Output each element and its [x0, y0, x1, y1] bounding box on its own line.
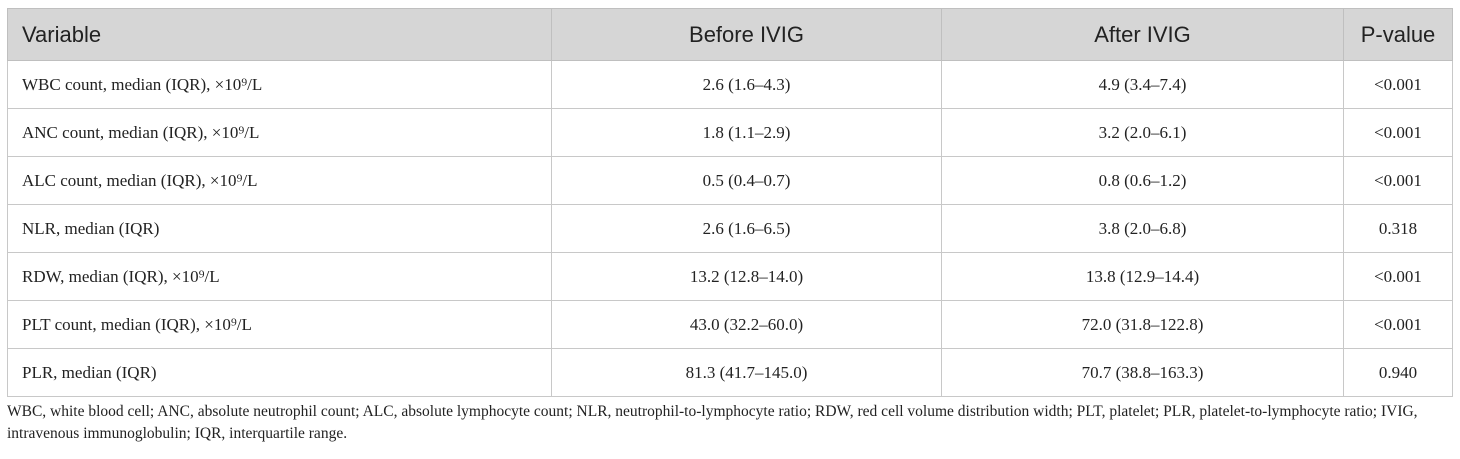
table-cell: NLR, median (IQR)	[7, 204, 552, 253]
table-cell: 13.2 (12.8–14.0)	[551, 252, 942, 301]
table-cell: <0.001	[1343, 156, 1453, 205]
data-table: Variable Before IVIG After IVIG P-value WBC…	[7, 8, 1453, 397]
footnote: WBC, white blood cell; ANC, absolute neu…	[7, 403, 1418, 442]
table-cell: ALC count, median (IQR), ×10⁹/L	[7, 156, 552, 205]
table-cell: <0.001	[1343, 60, 1453, 109]
table-row: ALC count, median (IQR), ×10⁹/L 0.5 (0.4–…	[7, 156, 1453, 205]
table-cell: 13.8 (12.9–14.4)	[941, 252, 1344, 301]
table-cell: 4.9 (3.4–7.4)	[941, 60, 1344, 109]
table-cell: 0.940	[1343, 348, 1453, 397]
table-body: WBC count, median (IQR), ×10⁹/L 2.6 (1.6–…	[7, 60, 1453, 397]
table-cell: 72.0 (31.8–122.8)	[941, 300, 1344, 349]
table-row: ANC count, median (IQR), ×10⁹/L 1.8 (1.1–…	[7, 108, 1453, 157]
table-cell: 3.2 (2.0–6.1)	[941, 108, 1344, 157]
table-cell: <0.001	[1343, 108, 1453, 157]
table-row: PLT count, median (IQR), ×10⁹/L 43.0 (32.…	[7, 300, 1453, 349]
table-cell: 0.5 (0.4–0.7)	[551, 156, 942, 205]
table-row: WBC count, median (IQR), ×10⁹/L 2.6 (1.6–…	[7, 60, 1453, 109]
header-row: Variable Before IVIG After IVIG P-value	[7, 8, 1453, 61]
table-cell: 3.8 (2.0–6.8)	[941, 204, 1344, 253]
table-row: PLR, median (IQR) 81.3 (41.7–145.0) 70.7 (…	[7, 348, 1453, 397]
table-cell: PLT count, median (IQR), ×10⁹/L	[7, 300, 552, 349]
column-header: Variable	[7, 8, 552, 61]
table-row: NLR, median (IQR) 2.6 (1.6–6.5) 3.8 (2.0–6…	[7, 204, 1453, 253]
table-cell: RDW, median (IQR), ×10⁹/L	[7, 252, 552, 301]
table-cell: 70.7 (38.8–163.3)	[941, 348, 1344, 397]
table-cell: 1.8 (1.1–2.9)	[551, 108, 942, 157]
table-cell: 0.8 (0.6–1.2)	[941, 156, 1344, 205]
table-cell: <0.001	[1343, 300, 1453, 349]
table-cell: 2.6 (1.6–4.3)	[551, 60, 942, 109]
table-cell: WBC count, median (IQR), ×10⁹/L	[7, 60, 552, 109]
table-cell: <0.001	[1343, 252, 1453, 301]
table-cell: 43.0 (32.2–60.0)	[551, 300, 942, 349]
table-cell: 2.6 (1.6–6.5)	[551, 204, 942, 253]
table-row: RDW, median (IQR), ×10⁹/L 13.2 (12.8–14.0…	[7, 252, 1453, 301]
column-header: After IVIG	[941, 8, 1344, 61]
column-header: P-value	[1343, 8, 1453, 61]
table-cell: 81.3 (41.7–145.0)	[551, 348, 942, 397]
table-cell: PLR, median (IQR)	[7, 348, 552, 397]
column-header: Before IVIG	[551, 8, 942, 61]
table-cell: ANC count, median (IQR), ×10⁹/L	[7, 108, 552, 157]
table-cell: 0.318	[1343, 204, 1453, 253]
